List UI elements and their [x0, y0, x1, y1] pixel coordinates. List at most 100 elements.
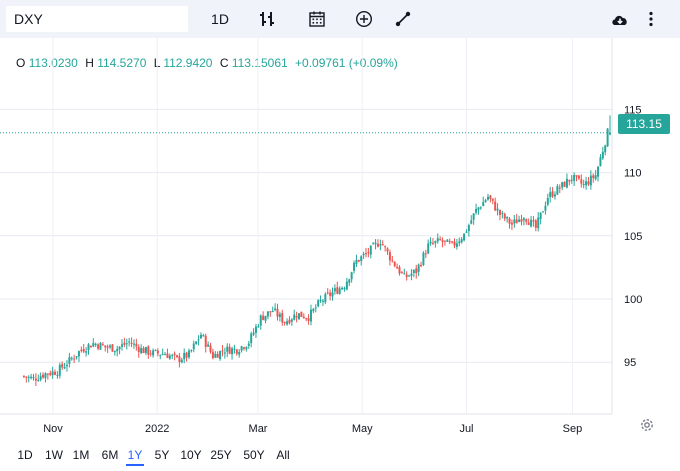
candle-body	[281, 313, 284, 323]
candle-body	[427, 243, 430, 254]
candle-body	[448, 241, 451, 243]
candle-body	[65, 364, 68, 367]
candle-body	[484, 200, 487, 202]
range-button-5y[interactable]: 5Y	[154, 448, 170, 462]
range-button-1y[interactable]: 1Y	[126, 444, 144, 466]
compare-bars-button[interactable]	[254, 6, 280, 32]
candle-body	[489, 195, 492, 199]
candle-body	[190, 350, 193, 352]
candle-body	[87, 344, 90, 351]
candle-body	[460, 239, 463, 243]
interval-button[interactable]: 1D	[211, 11, 229, 27]
range-selector: 1D 1W 1M 6M 1Y 5Y 10Y 25Y 50Y All	[0, 438, 680, 471]
candle-body	[417, 264, 420, 272]
candle-body	[231, 348, 234, 355]
candle-body	[568, 179, 571, 182]
candle-body	[113, 350, 116, 353]
range-button-all[interactable]: All	[276, 448, 290, 462]
candle-body	[140, 348, 143, 354]
candle-body	[99, 342, 102, 350]
candle-body	[422, 252, 425, 266]
candle-body	[204, 335, 207, 347]
candle-body	[345, 281, 348, 290]
open-label: O	[16, 56, 26, 70]
candle-body	[37, 379, 40, 381]
candle-body	[22, 375, 25, 377]
candle-body	[254, 326, 257, 333]
range-button-1d[interactable]: 1D	[17, 448, 33, 462]
y-tick-label: 105	[624, 231, 642, 243]
compare-bars-icon	[260, 12, 274, 26]
candle-body	[453, 241, 456, 246]
range-button-1m[interactable]: 1M	[72, 448, 90, 462]
symbol-search-input[interactable]: DXY	[6, 6, 188, 32]
x-tick-label: May	[352, 423, 373, 435]
candle-body	[501, 213, 504, 215]
price-chart[interactable]: Nov 2022 Mar May Jul Sep 95 100 105 110 115	[0, 38, 680, 438]
candle-body	[195, 341, 198, 345]
candle-body	[185, 352, 188, 358]
chart-area[interactable]: Nov 2022 Mar May Jul Sep 95 100 105 110 115	[0, 38, 680, 438]
candle-body	[367, 252, 370, 254]
candle-body	[321, 300, 324, 302]
candle-body	[317, 300, 320, 307]
candle-body	[455, 243, 458, 247]
candle-body	[609, 132, 611, 135]
cloud-download-icon	[612, 15, 627, 25]
candle-body	[132, 343, 135, 345]
candle-body	[472, 213, 475, 220]
more-options-button[interactable]	[640, 6, 662, 32]
candle-body	[109, 345, 112, 348]
cloud-download-button[interactable]	[607, 6, 633, 32]
candle-body	[599, 157, 602, 167]
candle-body	[470, 220, 473, 224]
candle-body	[324, 294, 327, 303]
candle-body	[104, 345, 107, 348]
gear-icon	[641, 419, 653, 431]
candle-body	[362, 253, 365, 256]
candle-body	[176, 355, 179, 357]
calendar-button[interactable]	[304, 6, 330, 32]
candle-body	[606, 128, 609, 147]
candle-body	[329, 292, 332, 296]
candle-body	[202, 335, 205, 337]
candle-body	[565, 178, 568, 188]
candle-body	[97, 344, 100, 349]
range-button-6m[interactable]: 6M	[101, 448, 119, 462]
add-indicator-button[interactable]	[351, 6, 377, 32]
drawing-line-button[interactable]	[390, 6, 416, 32]
candle-body	[161, 353, 164, 355]
candle-body	[214, 353, 217, 358]
candle-body	[154, 349, 157, 351]
candle-body	[479, 207, 482, 209]
candle-body	[558, 187, 561, 189]
candle-body	[539, 212, 542, 220]
candle-body	[587, 181, 590, 185]
candle-body	[142, 348, 145, 353]
range-button-1w[interactable]: 1W	[45, 448, 63, 462]
candle-body	[180, 359, 183, 363]
candle-body	[130, 342, 133, 345]
candle-body	[300, 311, 303, 317]
range-button-10y[interactable]: 10Y	[180, 448, 202, 462]
candle-body	[451, 241, 454, 243]
add-indicator-icon	[355, 10, 373, 28]
candle-body	[326, 292, 329, 294]
candle-body	[393, 261, 396, 267]
candle-body	[94, 344, 97, 346]
last-price-badge: 113.15	[618, 114, 670, 134]
candle-body	[286, 321, 289, 325]
chart-settings-button[interactable]	[638, 416, 656, 434]
candle-body	[594, 175, 597, 180]
range-button-25y[interactable]: 25Y	[210, 448, 232, 462]
candle-body	[293, 314, 296, 320]
candle-body	[570, 179, 573, 181]
close-label: C	[219, 56, 229, 70]
candle-body	[542, 211, 545, 213]
candle-body	[128, 341, 131, 343]
candle-body	[532, 220, 535, 222]
low-value: 112.9420	[163, 56, 213, 70]
candle-body	[376, 243, 379, 247]
candle-body	[527, 222, 530, 225]
range-button-50y[interactable]: 50Y	[243, 448, 265, 462]
